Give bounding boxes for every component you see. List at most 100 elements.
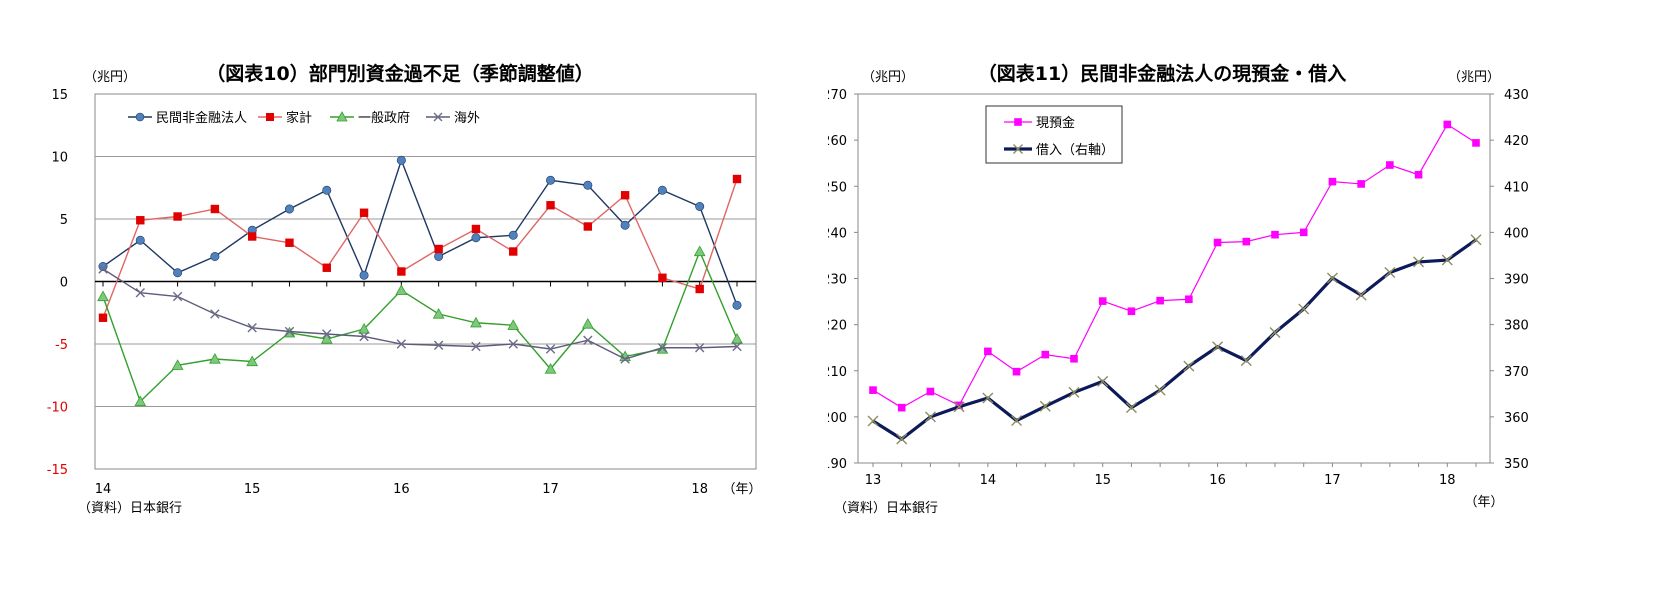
- data-point: [620, 191, 630, 200]
- data-point: [545, 344, 556, 354]
- legend-marker: [336, 111, 348, 122]
- data-point: [1357, 180, 1365, 188]
- legend-marker: [1014, 118, 1022, 126]
- data-point: [135, 235, 145, 245]
- data-point: [1443, 120, 1452, 129]
- right-chart: （図表11）民間非金融法人の現預金・借入 （兆円） （兆円） 270 260 250…: [828, 62, 1529, 516]
- data-point: [732, 300, 742, 310]
- data-point: [507, 319, 520, 330]
- left-chart: （図表10）部門別資金過不足（季節調整値） （兆円） 15 10 5 0 -5 -10 -1…: [47, 62, 762, 516]
- data-point: [657, 343, 668, 353]
- data-point: [247, 323, 257, 333]
- legend-label: 現預金: [1036, 115, 1075, 131]
- data-point: [984, 347, 992, 356]
- data-point: [246, 355, 259, 367]
- data-point: [1039, 400, 1051, 412]
- data-point: [434, 252, 444, 262]
- y-tick-label-left: 260: [828, 134, 847, 149]
- data-point: [284, 326, 295, 337]
- data-point: [1441, 254, 1453, 266]
- data-point: [1414, 170, 1423, 179]
- data-point: [471, 224, 481, 234]
- x-tick-label: 17: [1324, 473, 1341, 488]
- y-tick-label-right: 410: [1504, 180, 1529, 195]
- data-point: [1271, 230, 1279, 239]
- data-point: [247, 232, 257, 241]
- y-tick-label-right: 380: [1504, 319, 1529, 334]
- y-tick-label-left: 190: [828, 457, 847, 472]
- series-2: [867, 234, 1482, 445]
- data-point: [322, 185, 332, 195]
- left-y-unit-label: （兆円）: [84, 70, 136, 85]
- data-point: [320, 332, 333, 344]
- data-point: [432, 307, 445, 319]
- left-x-unit-label: （年）: [722, 482, 761, 497]
- data-point: [359, 270, 369, 280]
- y-tick-label-right: 430: [1504, 88, 1529, 103]
- x-tick-label: 16: [393, 482, 410, 497]
- data-point: [1240, 355, 1252, 367]
- x-tick-label: 17: [542, 482, 559, 497]
- data-point: [1298, 303, 1310, 315]
- data-point: [1212, 341, 1224, 353]
- series-line: [102, 249, 738, 403]
- legend-marker: [135, 112, 145, 122]
- series-2: [98, 174, 742, 322]
- data-point: [620, 354, 630, 364]
- data-point: [173, 212, 182, 221]
- data-point: [1183, 360, 1195, 372]
- data-point: [1041, 350, 1050, 359]
- data-point: [657, 185, 667, 195]
- x-tick-label: 16: [1209, 473, 1226, 488]
- right-source-note: （資料）日本銀行: [834, 501, 938, 516]
- data-point: [1213, 238, 1222, 247]
- data-point: [395, 284, 408, 295]
- data-point: [471, 233, 481, 243]
- data-point: [136, 216, 145, 225]
- right-y-unit-label-right: （兆円）: [1448, 70, 1500, 85]
- data-point: [433, 340, 444, 350]
- series-line: [102, 158, 738, 306]
- legend-label: 民間非金融法人: [156, 110, 247, 126]
- y-tick-label-left: 220: [828, 319, 847, 334]
- x-tick-label: 18: [691, 482, 708, 497]
- data-point: [1328, 177, 1337, 186]
- legend-marker: [1013, 144, 1023, 154]
- legend-label: 家計: [286, 110, 312, 126]
- y-tick-label: 10: [51, 151, 68, 166]
- data-point: [397, 267, 406, 276]
- y-tick-label-right: 400: [1504, 226, 1529, 241]
- data-point: [1154, 384, 1166, 396]
- data-point: [508, 230, 518, 240]
- y-tick-label-right: 350: [1504, 457, 1529, 472]
- data-point: [546, 175, 556, 185]
- data-point: [926, 387, 935, 396]
- legend-box: [985, 105, 1123, 164]
- y-tick-label-right: 360: [1504, 411, 1529, 426]
- data-point: [732, 174, 742, 184]
- y-tick-label-left: 210: [828, 365, 847, 380]
- left-legend: 民間非金融法人 家計 一般政府 海外: [128, 110, 480, 126]
- series-4: [98, 264, 742, 364]
- y-tick-label: 0: [60, 276, 68, 291]
- y-tick-label: -15: [47, 463, 68, 478]
- y-tick-label: 5: [60, 213, 68, 228]
- series-line: [102, 178, 738, 319]
- right-chart-title: （図表11）民間非金融法人の現預金・借入: [978, 62, 1346, 85]
- data-point: [209, 352, 221, 364]
- data-point: [1269, 326, 1281, 338]
- y-tick-label-right: 390: [1504, 273, 1529, 288]
- x-tick-label: 14: [95, 482, 112, 497]
- data-point: [285, 238, 294, 247]
- data-point: [897, 403, 906, 412]
- data-point: [284, 204, 294, 214]
- y-tick-label-left: 200: [828, 411, 847, 426]
- data-point: [322, 263, 331, 272]
- data-point: [509, 247, 518, 256]
- y-tick-label-right: 370: [1504, 365, 1529, 380]
- data-point: [1384, 267, 1396, 278]
- series-line: [872, 238, 1477, 441]
- data-point: [172, 291, 183, 302]
- data-point: [896, 433, 908, 445]
